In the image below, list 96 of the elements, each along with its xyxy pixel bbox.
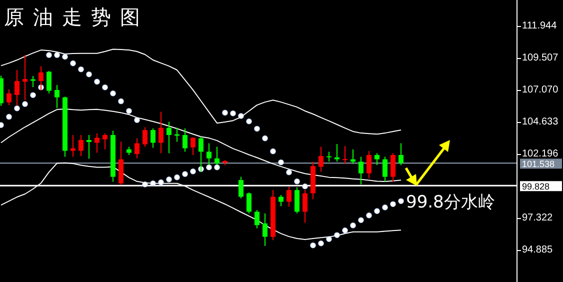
point (110, 90, 116, 96)
y-tick-label: 109.507 (522, 52, 559, 64)
candlestick (78, 134, 84, 157)
candlestick (150, 128, 156, 148)
point (262, 135, 268, 142)
point (102, 84, 108, 90)
candlestick (262, 212, 268, 247)
candlestick (86, 134, 92, 160)
point (166, 176, 172, 182)
point (318, 240, 324, 246)
y-tick-label: 94.885 (522, 244, 554, 256)
candlestick (6, 88, 12, 106)
annotation: 99.8分水岭 (406, 192, 495, 213)
point (126, 108, 132, 114)
point (390, 201, 396, 208)
y-tick-label: 111.944 (522, 20, 558, 32)
candlestick (366, 150, 372, 179)
point (398, 198, 404, 204)
point (86, 71, 92, 78)
point (6, 114, 12, 120)
point (54, 52, 60, 58)
candlestick (22, 54, 28, 101)
point (142, 182, 148, 188)
chart-title: 原油走势图 (4, 5, 149, 29)
candlestick (294, 186, 300, 214)
candlestick (94, 132, 100, 154)
point (174, 174, 180, 180)
candlestick (30, 76, 36, 88)
candlestick (54, 84, 60, 109)
point (134, 117, 140, 123)
y-tick-label: 97.322 (522, 212, 554, 224)
point (238, 113, 244, 119)
point (70, 60, 76, 66)
point (14, 105, 20, 112)
candlestick (70, 134, 76, 158)
point (182, 171, 188, 177)
candlestick (286, 186, 292, 208)
point (158, 179, 164, 186)
y-tick-label: 104.633 (522, 116, 559, 128)
point (246, 118, 252, 124)
candlestick (102, 132, 108, 150)
point (78, 66, 84, 72)
candlestick (342, 146, 348, 165)
candlestick (278, 194, 284, 207)
point (190, 168, 196, 174)
candlestick (318, 146, 324, 172)
point (206, 164, 212, 170)
candlestick (302, 190, 308, 224)
candlestick (382, 156, 388, 182)
point (94, 78, 100, 85)
ref-line-label: 99.828 (522, 181, 550, 192)
point (310, 242, 316, 248)
candlestick (326, 151, 332, 162)
point (278, 159, 284, 166)
candlestick (190, 136, 196, 156)
candlestick (358, 156, 364, 185)
point (230, 110, 236, 116)
point (214, 164, 220, 170)
point (294, 178, 300, 184)
point (358, 217, 364, 224)
point (366, 212, 372, 218)
point (46, 52, 52, 58)
point (270, 148, 276, 154)
point (350, 222, 356, 228)
point (342, 227, 348, 234)
candlestick (46, 70, 52, 94)
point (22, 101, 28, 107)
candlestick (254, 210, 260, 229)
y-tick-label: 102.196 (522, 148, 559, 160)
point (286, 169, 292, 176)
point (254, 126, 260, 132)
candlestick (374, 152, 380, 166)
point (150, 180, 156, 186)
point (382, 204, 388, 210)
point (302, 183, 308, 190)
candlestick (158, 111, 164, 154)
candlestick (166, 121, 172, 154)
point (30, 92, 36, 98)
line-series (0, 108, 402, 182)
candlestick (182, 128, 188, 152)
point (326, 236, 332, 242)
candlestick (246, 192, 252, 214)
line-series (0, 48, 402, 135)
candlestick (238, 176, 244, 199)
candlestick (142, 126, 148, 148)
candlestick (334, 143, 340, 162)
point (374, 208, 380, 214)
candlestick (134, 138, 140, 159)
ref-line-label: 101.538 (522, 158, 555, 169)
point (118, 98, 124, 104)
point (334, 232, 340, 238)
candlestick (390, 152, 396, 182)
point (222, 110, 228, 116)
candlestick (398, 142, 404, 166)
point (62, 54, 68, 60)
y-tick-label: 107.070 (522, 84, 559, 96)
